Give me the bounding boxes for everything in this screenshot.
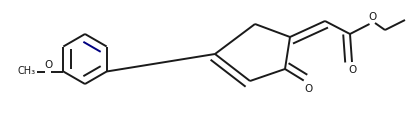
Text: O: O [368, 12, 376, 22]
Text: O: O [305, 84, 313, 94]
Text: O: O [44, 60, 52, 70]
Text: CH₃: CH₃ [17, 67, 35, 77]
Text: O: O [348, 65, 356, 75]
